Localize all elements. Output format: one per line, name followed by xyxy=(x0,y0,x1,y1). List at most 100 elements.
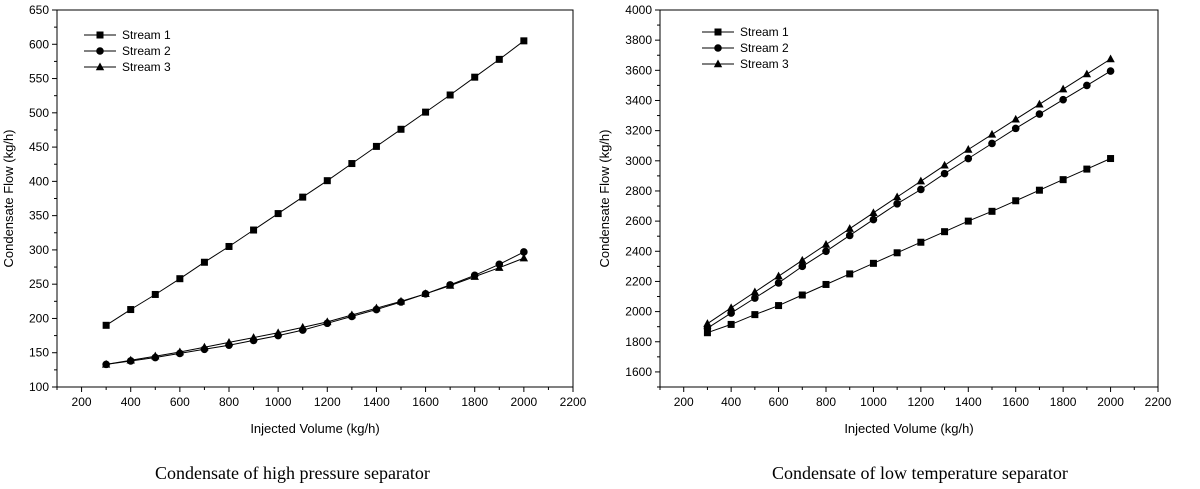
data-point xyxy=(520,248,528,256)
data-point xyxy=(396,296,406,305)
data-point xyxy=(249,333,258,341)
series-line xyxy=(106,251,525,365)
x-tick-label: 200 xyxy=(72,395,92,409)
data-point xyxy=(964,144,973,153)
data-point xyxy=(495,55,503,63)
x-tick-label: 1400 xyxy=(363,395,390,409)
data-point xyxy=(703,319,712,327)
data-point xyxy=(916,176,926,185)
series-line xyxy=(707,70,1111,329)
data-point xyxy=(520,37,528,45)
data-point xyxy=(1035,186,1043,194)
y-axis-label: Condensate Flow (kg/h) xyxy=(1,129,16,267)
y-tick-label: 350 xyxy=(29,209,49,223)
y-tick-label: 600 xyxy=(29,37,49,51)
y-tick-label: 2800 xyxy=(625,184,652,198)
series-3 xyxy=(101,253,529,368)
data-point xyxy=(940,169,949,178)
data-point xyxy=(846,270,854,278)
data-point xyxy=(940,160,949,169)
data-point xyxy=(869,208,878,217)
data-point xyxy=(703,329,711,337)
y-axis-label: Condensate Flow (kg/h) xyxy=(597,129,612,267)
y-tick-label: 300 xyxy=(29,243,49,257)
caption-high-pressure-separator: Condensate of high pressure separator xyxy=(155,463,430,483)
data-point xyxy=(774,279,783,287)
y-tick-label: 3400 xyxy=(625,93,652,107)
data-point xyxy=(798,255,807,264)
data-point xyxy=(471,73,479,81)
x-tick-label: 1600 xyxy=(1002,395,1029,409)
data-point xyxy=(1059,95,1067,104)
y-tick-label: 4000 xyxy=(625,3,652,17)
series-1 xyxy=(102,37,528,329)
y-tick-label: 3200 xyxy=(625,124,652,138)
data-point xyxy=(775,302,783,310)
x-tick-label: 2000 xyxy=(511,395,538,409)
data-point xyxy=(1082,69,1092,78)
series-line xyxy=(707,58,1111,325)
legend-marker xyxy=(96,47,104,55)
x-tick-label: 1000 xyxy=(265,395,292,409)
data-point xyxy=(372,142,380,150)
data-point xyxy=(250,226,258,234)
y-tick-label: 100 xyxy=(29,380,49,394)
chart-low-temperature-separator: 200 400 600 800 1000 1200 1400 1600 1800 2000 2200… xyxy=(597,3,1172,436)
data-point xyxy=(347,310,357,319)
data-point xyxy=(726,303,736,312)
caption-low-temperature-separator: Condensate of low temperature separator xyxy=(772,463,1068,483)
data-point xyxy=(727,309,735,317)
legend-label: Stream 1 xyxy=(740,25,789,39)
data-point xyxy=(323,317,332,326)
y-tick-label: 3000 xyxy=(625,154,652,168)
data-point xyxy=(751,294,759,302)
y-tick-label: 250 xyxy=(29,277,49,291)
legend: Stream 1 Stream 2 Stream 3 xyxy=(84,28,171,74)
y-tick-label: 3600 xyxy=(625,63,652,77)
series-2 xyxy=(102,248,528,369)
data-point xyxy=(917,185,925,194)
data-point xyxy=(274,210,282,218)
data-point xyxy=(988,207,996,215)
data-point xyxy=(273,328,283,337)
data-point xyxy=(225,242,233,250)
legend-label: Stream 3 xyxy=(740,57,789,71)
x-tick-label: 1600 xyxy=(412,395,439,409)
x-axis-label: Injected Volume (kg/h) xyxy=(250,421,379,436)
chart-high-pressure-separator: 200 400 600 800 1000 1200 1400 1600 1800 2000 2200… xyxy=(1,3,587,436)
data-point xyxy=(151,290,159,298)
data-point xyxy=(822,247,830,256)
x-tick-label: 1400 xyxy=(955,395,982,409)
x-tick-label: 1000 xyxy=(860,395,887,409)
y-tick-label: 2400 xyxy=(625,244,652,258)
x-tick-label: 1800 xyxy=(461,395,488,409)
series-3 xyxy=(703,54,1115,327)
data-point xyxy=(422,108,430,116)
data-point xyxy=(519,253,529,262)
y-tick-label: 2000 xyxy=(625,305,652,319)
y-tick-label: 2600 xyxy=(625,214,652,228)
y-tick-label: 1800 xyxy=(625,335,652,349)
data-point xyxy=(470,272,479,280)
data-point xyxy=(1011,114,1020,123)
x-tick-label: 600 xyxy=(769,395,789,409)
data-point xyxy=(774,271,783,280)
x-tick-label: 2200 xyxy=(1145,395,1172,409)
x-axis-label: Injected Volume (kg/h) xyxy=(844,421,973,436)
series-line xyxy=(105,40,525,326)
data-point xyxy=(445,281,455,289)
series-1 xyxy=(703,155,1115,337)
data-point xyxy=(798,262,807,271)
data-point xyxy=(869,259,877,267)
data-point xyxy=(1107,155,1115,163)
data-point xyxy=(1058,84,1068,93)
data-point xyxy=(175,347,185,356)
legend-label: Stream 1 xyxy=(122,28,171,42)
y-tick-label: 500 xyxy=(29,106,49,120)
data-point xyxy=(892,192,902,201)
x-tick-label: 600 xyxy=(170,395,190,409)
data-point xyxy=(964,217,972,225)
x-tick-label: 1200 xyxy=(908,395,935,409)
data-point xyxy=(348,160,356,168)
